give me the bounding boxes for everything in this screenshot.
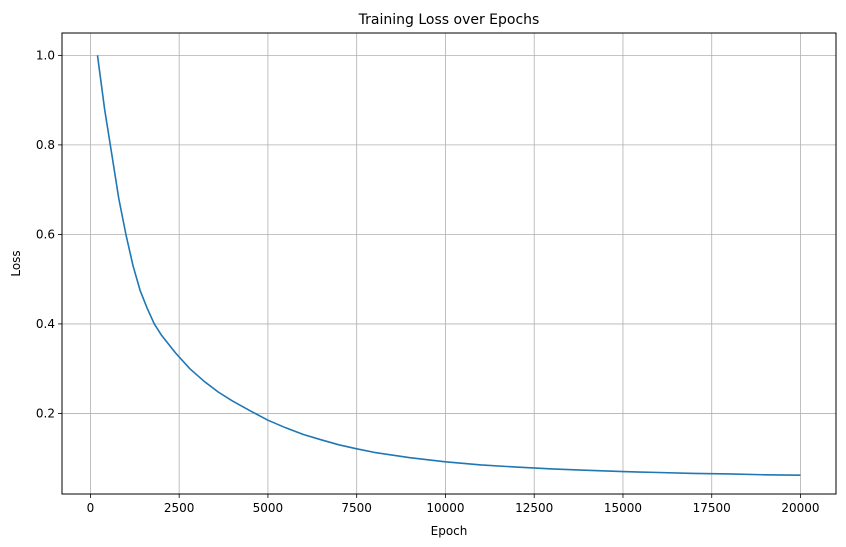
- x-tick-label: 0: [87, 501, 95, 515]
- x-tick-label: 20000: [781, 501, 819, 515]
- y-axis-label: Loss: [9, 250, 23, 276]
- chart-title: Training Loss over Epochs: [358, 12, 540, 28]
- grid: [62, 33, 836, 494]
- x-axis: 0 2500 5000 7500 10000 12500 15000 17500 20000: [87, 494, 820, 515]
- x-tick-label: 17500: [693, 501, 731, 515]
- x-tick-label: 15000: [604, 501, 642, 515]
- x-tick-label: 12500: [515, 501, 553, 515]
- x-tick-label: 5000: [253, 501, 284, 515]
- x-tick-label: 10000: [426, 501, 464, 515]
- y-tick-label: 0.2: [36, 406, 55, 420]
- x-axis-label: Epoch: [431, 524, 468, 538]
- y-tick-label: 1.0: [36, 48, 55, 62]
- x-tick-label: 2500: [164, 501, 195, 515]
- y-tick-label: 0.6: [36, 227, 55, 241]
- x-tick-label: 7500: [341, 501, 372, 515]
- plot-frame: [61, 32, 837, 495]
- y-axis: 0.2 0.4 0.6 0.8 1.0: [36, 48, 62, 420]
- series-layer: [96, 55, 801, 476]
- y-tick-label: 0.8: [36, 138, 55, 152]
- y-tick-label: 0.4: [36, 317, 55, 331]
- loss-series-line: [96, 55, 801, 476]
